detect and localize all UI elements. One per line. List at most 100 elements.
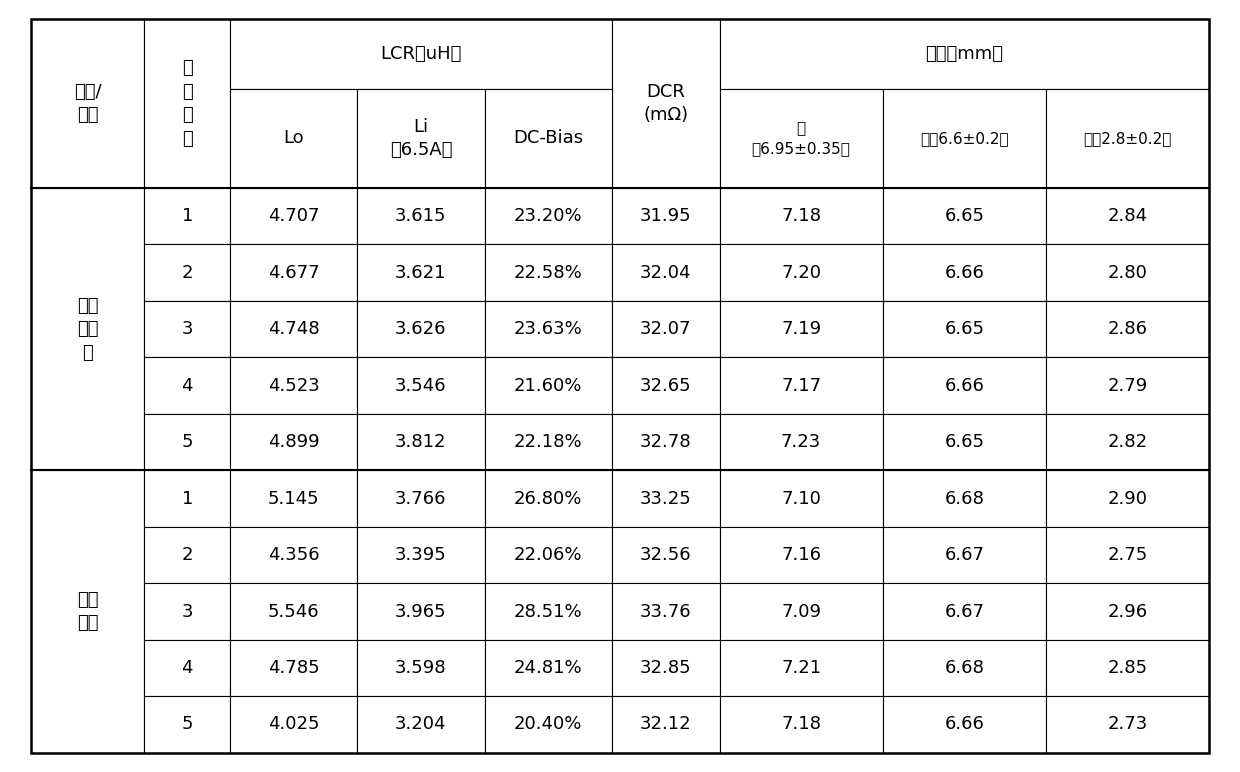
Text: 7.18: 7.18: [781, 207, 821, 225]
Text: 产
品
编
号: 产 品 编 号: [182, 59, 192, 148]
Text: 6.67: 6.67: [945, 546, 985, 564]
Bar: [144, 527, 231, 584]
Text: 6.66: 6.66: [945, 716, 985, 733]
Text: 33.76: 33.76: [640, 602, 692, 621]
Text: 6.65: 6.65: [945, 433, 985, 451]
Text: 33.25: 33.25: [640, 489, 692, 507]
Bar: [1045, 584, 1209, 640]
Text: 2.73: 2.73: [1107, 716, 1147, 733]
Bar: [883, 470, 1045, 527]
Bar: [357, 357, 485, 414]
Text: 3.598: 3.598: [396, 659, 446, 677]
Bar: [611, 357, 719, 414]
Text: 3: 3: [181, 320, 193, 338]
Text: 32.12: 32.12: [640, 716, 692, 733]
Text: 4.899: 4.899: [268, 433, 320, 451]
Text: 4.523: 4.523: [268, 377, 320, 394]
Bar: [719, 245, 883, 301]
Bar: [357, 584, 485, 640]
Bar: [719, 527, 883, 584]
Bar: [144, 696, 231, 753]
Bar: [231, 470, 357, 527]
Bar: [719, 89, 883, 188]
Text: 2.82: 2.82: [1107, 433, 1147, 451]
Text: 2.79: 2.79: [1107, 377, 1147, 394]
Bar: [231, 414, 357, 470]
Bar: [485, 357, 611, 414]
Bar: [144, 584, 231, 640]
Bar: [144, 188, 231, 245]
Text: 32.56: 32.56: [640, 546, 692, 564]
Bar: [231, 245, 357, 301]
Bar: [144, 19, 231, 188]
Text: 方法/
参数: 方法/ 参数: [74, 83, 102, 124]
Text: 1: 1: [181, 207, 193, 225]
Bar: [231, 584, 357, 640]
Text: 本发
明方
法: 本发 明方 法: [77, 296, 98, 362]
Text: 4.025: 4.025: [268, 716, 320, 733]
Bar: [1045, 470, 1209, 527]
Text: 3.766: 3.766: [396, 489, 446, 507]
Bar: [144, 301, 231, 357]
Bar: [144, 414, 231, 470]
Bar: [611, 301, 719, 357]
Text: 31.95: 31.95: [640, 207, 692, 225]
Text: 3.812: 3.812: [396, 433, 446, 451]
Text: 7.23: 7.23: [781, 433, 821, 451]
Bar: [485, 584, 611, 640]
Text: 23.20%: 23.20%: [513, 207, 583, 225]
Text: 4.356: 4.356: [268, 546, 320, 564]
Bar: [719, 696, 883, 753]
Text: 2.84: 2.84: [1107, 207, 1147, 225]
Text: 7.18: 7.18: [781, 716, 821, 733]
Bar: [357, 527, 485, 584]
Text: 32.65: 32.65: [640, 377, 692, 394]
Bar: [231, 19, 611, 89]
Bar: [719, 470, 883, 527]
Bar: [719, 414, 883, 470]
Bar: [144, 245, 231, 301]
Text: 22.18%: 22.18%: [513, 433, 583, 451]
Bar: [719, 357, 883, 414]
Text: DCR
(mΩ): DCR (mΩ): [644, 83, 688, 124]
Bar: [883, 357, 1045, 414]
Text: 2: 2: [181, 546, 193, 564]
Bar: [1045, 245, 1209, 301]
Text: 5: 5: [181, 716, 193, 733]
Bar: [231, 640, 357, 696]
Bar: [231, 357, 357, 414]
Bar: [611, 19, 719, 188]
Bar: [719, 640, 883, 696]
Text: 1: 1: [181, 489, 193, 507]
Bar: [357, 470, 485, 527]
Bar: [719, 188, 883, 245]
Bar: [1045, 188, 1209, 245]
Bar: [883, 527, 1045, 584]
Bar: [611, 470, 719, 527]
Bar: [611, 527, 719, 584]
Text: 23.63%: 23.63%: [513, 320, 583, 338]
Bar: [231, 188, 357, 245]
Text: 5.145: 5.145: [268, 489, 320, 507]
Bar: [719, 584, 883, 640]
Bar: [485, 696, 611, 753]
Text: 3: 3: [181, 602, 193, 621]
Bar: [611, 696, 719, 753]
Text: 3.621: 3.621: [396, 264, 446, 282]
Bar: [883, 245, 1045, 301]
Text: 6.65: 6.65: [945, 207, 985, 225]
Text: 32.04: 32.04: [640, 264, 692, 282]
Text: 2.75: 2.75: [1107, 546, 1147, 564]
Bar: [883, 696, 1045, 753]
Bar: [485, 470, 611, 527]
Bar: [357, 245, 485, 301]
Bar: [883, 89, 1045, 188]
Bar: [1045, 357, 1209, 414]
Text: 6.67: 6.67: [945, 602, 985, 621]
Text: Li
（6.5A）: Li （6.5A）: [389, 117, 453, 159]
Bar: [611, 640, 719, 696]
Bar: [1045, 640, 1209, 696]
Text: 24.81%: 24.81%: [513, 659, 583, 677]
Text: 7.16: 7.16: [781, 546, 821, 564]
Bar: [357, 301, 485, 357]
